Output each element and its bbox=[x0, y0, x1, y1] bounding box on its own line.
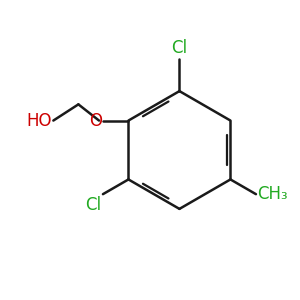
Text: HO: HO bbox=[26, 112, 52, 130]
Text: Cl: Cl bbox=[85, 196, 101, 214]
Text: Cl: Cl bbox=[171, 39, 188, 57]
Text: O: O bbox=[89, 112, 102, 130]
Text: CH₃: CH₃ bbox=[257, 185, 288, 203]
